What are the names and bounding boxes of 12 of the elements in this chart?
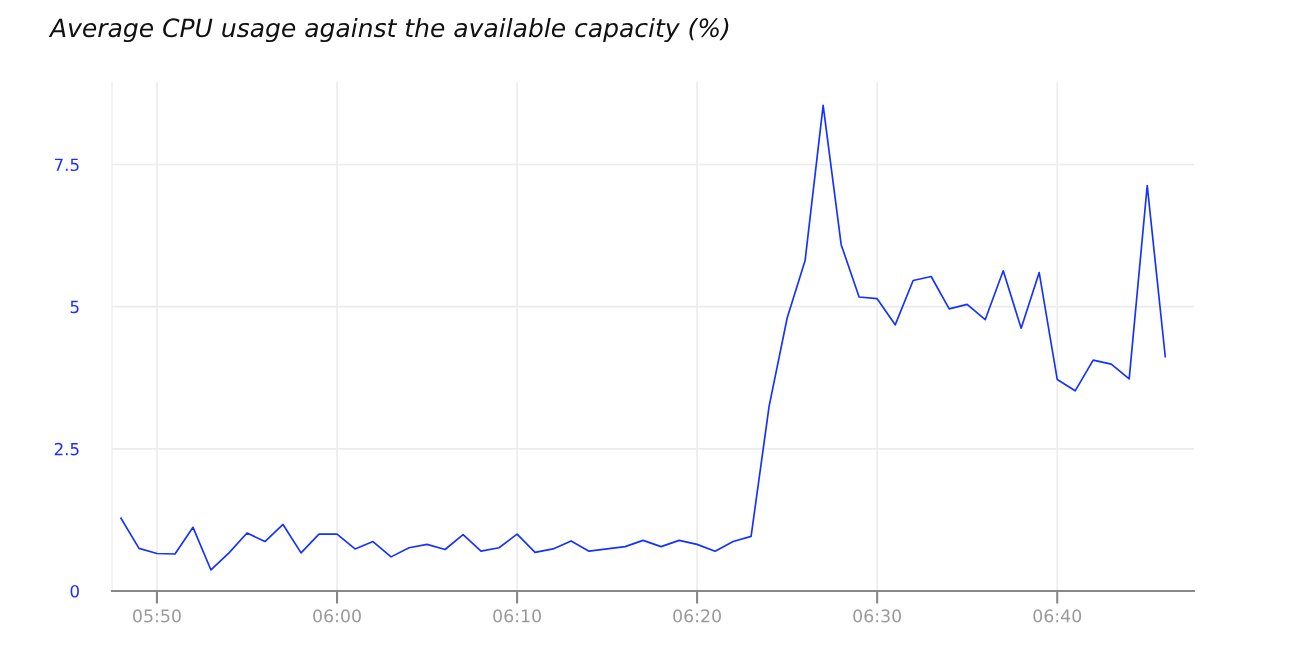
x-tick-label: 06:10: [493, 609, 541, 623]
x-tick-label: 06:40: [1033, 609, 1082, 623]
y-tick-label: 5: [70, 300, 79, 314]
y-tick-label: 7.5: [54, 158, 79, 172]
y-tick-label: 2.5: [54, 442, 79, 456]
x-tick-label: 06:30: [853, 609, 902, 623]
chart-title: Average CPU usage against the available capacity (%): [48, 17, 729, 43]
line-series: [120, 104, 1167, 571]
y-tick-label: 0: [70, 584, 79, 598]
x-tick-label: 06:00: [313, 609, 361, 623]
x-tick-label: 06:20: [673, 609, 721, 623]
x-tick-label: 05:50: [133, 609, 181, 623]
